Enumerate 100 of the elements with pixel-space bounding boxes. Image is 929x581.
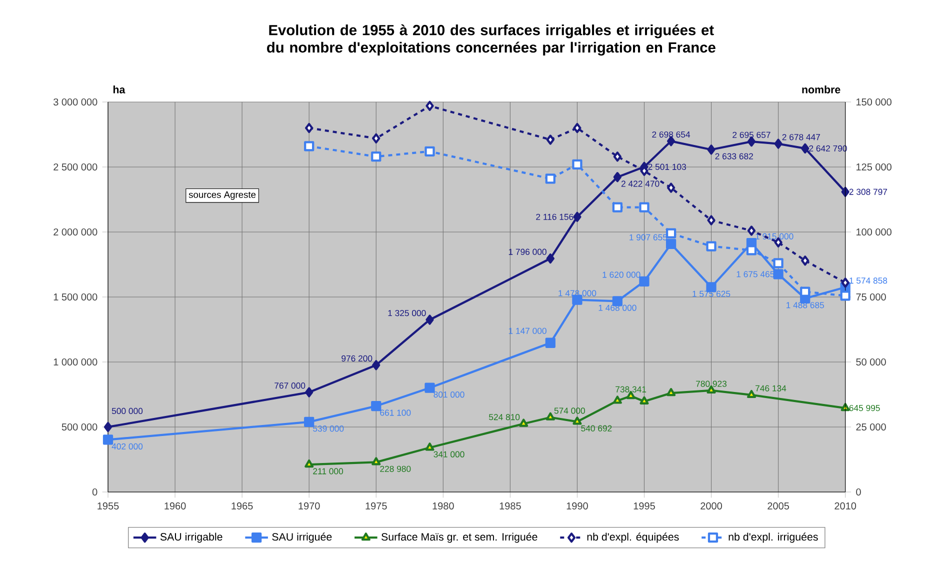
x-tick-label: 1970 bbox=[298, 502, 320, 510]
point bbox=[773, 258, 784, 268]
point bbox=[639, 202, 650, 212]
y2-tick-label: 100 000 bbox=[856, 228, 892, 236]
data-label: 1 325 000 bbox=[388, 310, 426, 316]
point bbox=[572, 416, 582, 425]
point bbox=[372, 360, 380, 370]
x-tick-label: 2005 bbox=[768, 502, 789, 510]
point bbox=[425, 442, 434, 451]
y-tick-label: 1 000 000 bbox=[54, 358, 98, 366]
point bbox=[426, 100, 434, 111]
x-tick-label: 1975 bbox=[366, 502, 387, 510]
annotation: sources Agreste bbox=[188, 191, 256, 200]
data-label: 738 341 bbox=[616, 386, 646, 392]
data-label: 2 678 447 bbox=[782, 134, 820, 140]
point bbox=[372, 133, 380, 144]
data-label: 976 200 bbox=[342, 355, 372, 362]
y2-axis-title: nombre bbox=[802, 86, 840, 94]
point bbox=[706, 241, 716, 252]
point bbox=[546, 253, 554, 264]
legend-label: nb d'expl. équipées bbox=[587, 532, 679, 543]
data-label: 1 796 000 bbox=[508, 248, 546, 255]
legend-label: SAU irriguée bbox=[272, 532, 332, 543]
point bbox=[305, 387, 314, 398]
y-tick-label: 1 500 000 bbox=[54, 293, 98, 301]
point bbox=[707, 144, 716, 155]
data-label: 2 698 654 bbox=[652, 131, 690, 138]
point bbox=[747, 226, 756, 236]
point bbox=[572, 159, 582, 170]
y2-tick-label: 75 000 bbox=[856, 293, 886, 301]
data-label: 500 000 bbox=[112, 408, 143, 414]
legend-label: SAU irrigable bbox=[160, 532, 222, 543]
point bbox=[546, 412, 555, 420]
point bbox=[800, 286, 810, 297]
point bbox=[519, 418, 528, 427]
data-label: 2 422 470 bbox=[621, 180, 660, 187]
point bbox=[424, 382, 435, 393]
data-label: 341 000 bbox=[434, 451, 464, 458]
data-label: 402 000 bbox=[112, 443, 143, 450]
point bbox=[666, 182, 676, 193]
point bbox=[640, 396, 649, 404]
data-label: 574 000 bbox=[554, 408, 585, 414]
x-tick-label: 1980 bbox=[432, 502, 454, 510]
data-label: 540 692 bbox=[581, 425, 612, 432]
data-label: 1 620 000 bbox=[602, 272, 640, 278]
point bbox=[666, 228, 676, 238]
point bbox=[841, 278, 850, 288]
data-label: 1 574 858 bbox=[850, 278, 888, 284]
point bbox=[545, 174, 556, 184]
point bbox=[613, 152, 622, 162]
point bbox=[305, 122, 314, 134]
point bbox=[545, 338, 556, 348]
data-label: 780 923 bbox=[696, 380, 727, 387]
point bbox=[304, 459, 314, 468]
legend-label: Surface Maïs gr. et sem. Irriguée bbox=[382, 532, 538, 543]
data-label: 645 995 bbox=[849, 404, 880, 412]
point bbox=[746, 390, 756, 398]
point bbox=[707, 215, 716, 226]
y-tick-label: 0 bbox=[92, 488, 98, 496]
point bbox=[613, 172, 622, 182]
data-label: 767 000 bbox=[274, 382, 306, 389]
point bbox=[773, 269, 784, 280]
x-tick-label: 1965 bbox=[232, 502, 253, 510]
point bbox=[371, 400, 382, 412]
y2-tick-label: 0 bbox=[856, 488, 861, 496]
point bbox=[801, 143, 810, 154]
point bbox=[666, 388, 676, 396]
y-axis-title: ha bbox=[113, 86, 126, 94]
point bbox=[666, 238, 676, 250]
chart-title: Evolution de 1955 à 2010 des surfaces irrigables et irriguées et du nombre d'exploitations concernées par l'irrigation en France bbox=[267, 24, 716, 56]
point bbox=[424, 146, 435, 156]
y-tick-label: 500 000 bbox=[62, 423, 98, 431]
point bbox=[546, 134, 554, 145]
point bbox=[104, 422, 112, 432]
x-tick-label: 1955 bbox=[98, 502, 119, 510]
data-label: 228 980 bbox=[380, 466, 411, 472]
y2-tick-label: 150 000 bbox=[856, 98, 892, 106]
point bbox=[573, 212, 582, 222]
data-label: 2 501 103 bbox=[648, 164, 686, 170]
point bbox=[304, 416, 314, 427]
data-label: 801 000 bbox=[434, 391, 464, 398]
point bbox=[426, 314, 434, 325]
point bbox=[801, 256, 810, 266]
point bbox=[371, 152, 382, 162]
point bbox=[304, 141, 314, 152]
x-tick-label: 1990 bbox=[566, 502, 588, 510]
y2-tick-label: 25 000 bbox=[856, 423, 886, 431]
point bbox=[746, 245, 757, 256]
point bbox=[840, 290, 850, 301]
data-label: 524 810 bbox=[489, 414, 520, 420]
data-label: 2 695 657 bbox=[732, 132, 770, 138]
x-tick-label: 1960 bbox=[164, 502, 186, 510]
data-label: 746 134 bbox=[756, 385, 786, 392]
data-label: 211 000 bbox=[313, 468, 344, 474]
data-label: 2 633 682 bbox=[715, 153, 753, 160]
point bbox=[372, 457, 381, 466]
point bbox=[612, 202, 622, 212]
legend-label: nb d'expl. irriguées bbox=[728, 532, 818, 543]
data-label: 2 116 156 bbox=[536, 214, 574, 220]
data-label: 539 000 bbox=[313, 426, 344, 432]
